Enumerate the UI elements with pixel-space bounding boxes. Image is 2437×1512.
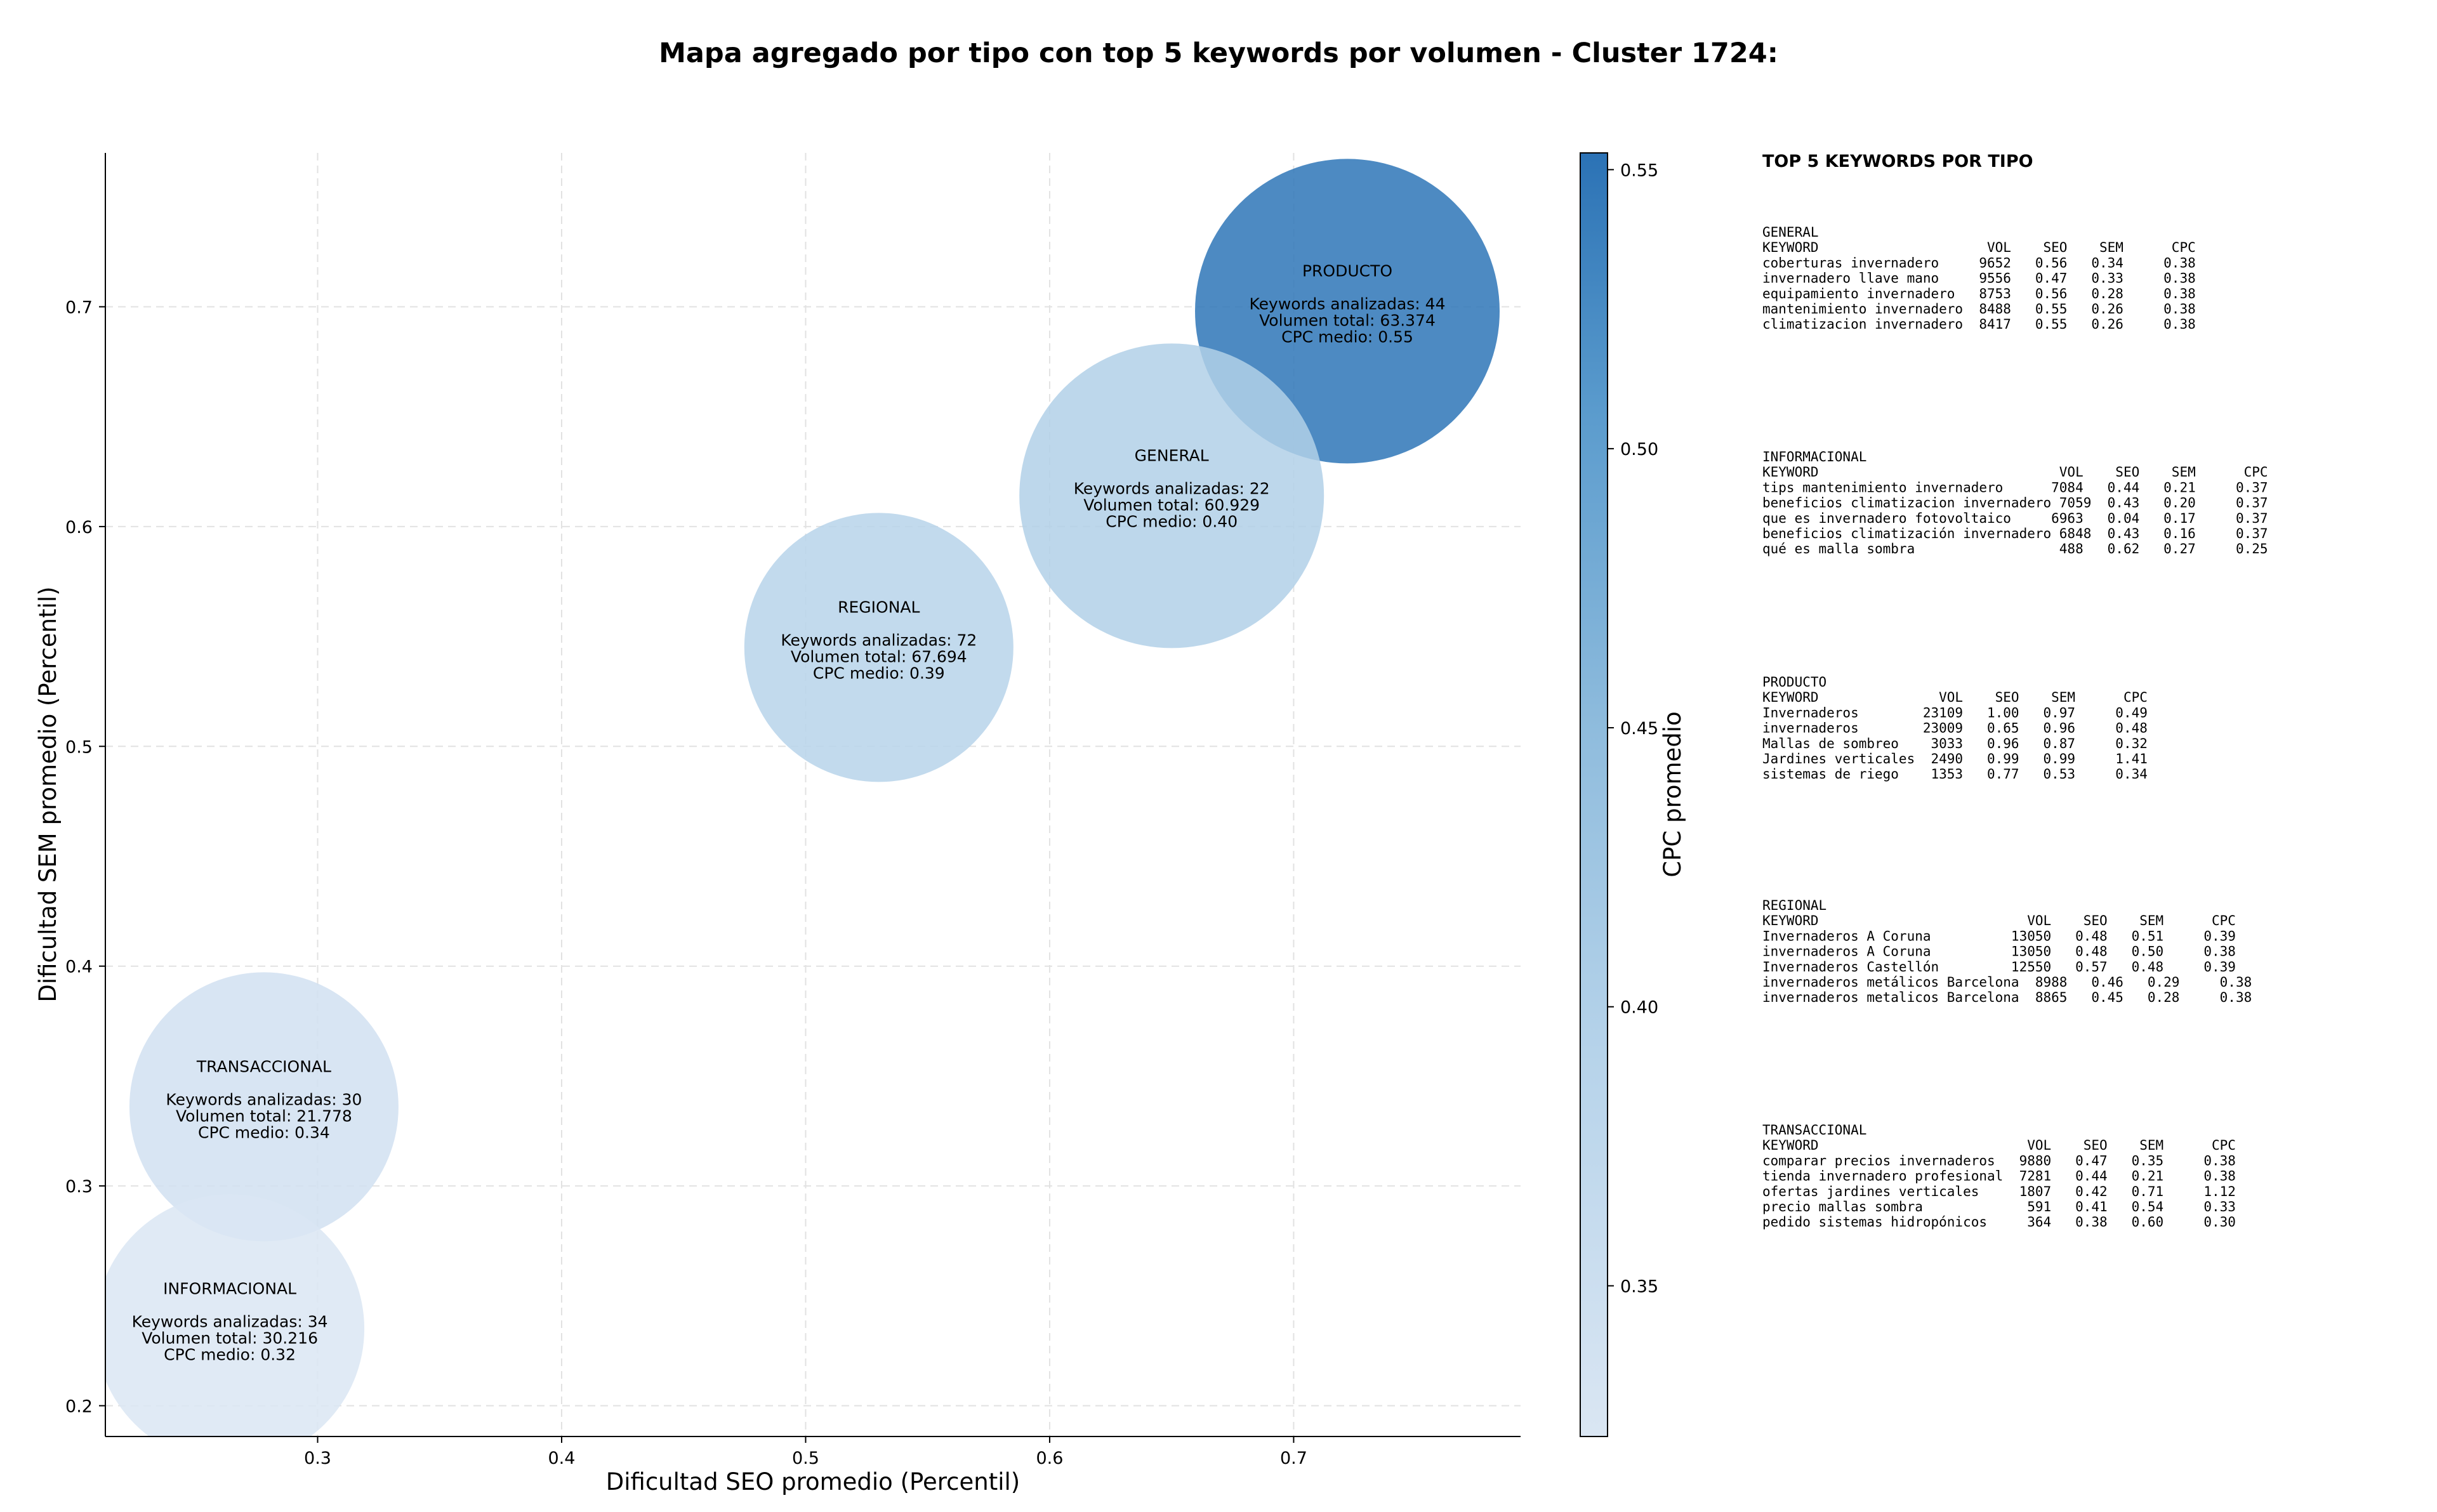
bubble-cpc-mean: CPC medio: 0.32	[164, 1345, 296, 1364]
x-tick-label: 0.3	[304, 1449, 331, 1468]
bubble-transaccional	[129, 972, 399, 1242]
bubble-cpc-mean: CPC medio: 0.39	[813, 664, 945, 682]
bubble-volume-total: Volumen total: 30.216	[142, 1329, 318, 1347]
colorbar-label: CPC promedio	[1659, 711, 1686, 877]
panel-table-header: KEYWORD VOL SEO SEM CPC	[1762, 1138, 2236, 1153]
bubble-volume-total: Volumen total: 63.374	[1259, 311, 1436, 329]
x-tick-label: 0.7	[1280, 1449, 1307, 1468]
bubble-type-label: INFORMACIONAL	[163, 1279, 296, 1298]
y-tick-label: 0.4	[65, 957, 93, 977]
panel-table-row: coberturas invernadero 9652 0.56 0.34 0.…	[1762, 255, 2196, 270]
bubble-regional	[744, 513, 1014, 782]
colorbar-tick-label: 0.55	[1620, 161, 1658, 180]
bubble-volume-total: Volumen total: 60.929	[1083, 496, 1260, 514]
bubble-cpc-mean: CPC medio: 0.55	[1281, 327, 1413, 346]
y-tick-label: 0.5	[65, 737, 93, 757]
plot-axes	[105, 153, 1521, 1437]
panel-table-row: tips mantenimiento invernadero 7084 0.44…	[1762, 480, 2268, 495]
panel-table-row: ofertas jardines verticales 1807 0.42 0.…	[1762, 1184, 2236, 1199]
y-tick-label: 0.3	[65, 1177, 93, 1197]
bubble-type-label: GENERAL	[1135, 446, 1209, 464]
panel-table-row: invernaderos metalicos Barcelona 8865 0.…	[1762, 990, 2252, 1005]
x-tick-label: 0.4	[548, 1449, 576, 1468]
x-axis-label: Dificultad SEO promedio (Percentil)	[606, 1468, 1020, 1496]
bubbles	[105, 159, 1500, 1436]
y-tick-label: 0.6	[65, 518, 93, 537]
panel-table-row: Invernaderos Castellón 12550 0.57 0.48 0…	[1762, 959, 2236, 975]
panel-section-title: PRODUCTO	[1762, 674, 1826, 690]
bubble-keywords-count: Keywords analizadas: 22	[1074, 479, 1270, 497]
y-tick-label: 0.2	[65, 1397, 93, 1417]
colorbar-tick-label: 0.40	[1620, 998, 1658, 1018]
panel-table-row: invernaderos metálicos Barcelona 8988 0.…	[1762, 975, 2252, 990]
panel-table-row: que es invernadero fotovoltaico 6963 0.0…	[1762, 511, 2268, 526]
colorbar-tick-label: 0.35	[1620, 1277, 1658, 1297]
panel-table-row: pedido sistemas hidropónicos 364 0.38 0.…	[1762, 1214, 2236, 1230]
panel-table-row: equipamiento invernadero 8753 0.56 0.28 …	[1762, 286, 2196, 301]
panel-table-row: Mallas de sombreo 3033 0.96 0.87 0.32	[1762, 736, 2148, 751]
panel-table-row: invernaderos 23009 0.65 0.96 0.48	[1762, 721, 2148, 736]
panel-table-row: precio mallas sombra 591 0.41 0.54 0.33	[1762, 1199, 2236, 1214]
panel-table-row: Invernaderos 23109 1.00 0.97 0.49	[1762, 705, 2148, 720]
panel-table-header: KEYWORD VOL SEO SEM CPC	[1762, 690, 2148, 705]
bubble-keywords-count: Keywords analizadas: 30	[166, 1090, 362, 1108]
bubble-volume-total: Volumen total: 67.694	[791, 647, 967, 666]
bubble-type-label: TRANSACCIONAL	[196, 1057, 331, 1075]
bubble-keywords-count: Keywords analizadas: 44	[1250, 294, 1446, 313]
panel-table-row: invernaderos A Coruna 13050 0.48 0.50 0.…	[1762, 944, 2236, 959]
panel-table-row: beneficios climatización invernadero 684…	[1762, 526, 2268, 541]
x-ticks: 0.3 0.4 0.5 0.6 0.7	[304, 1436, 1307, 1468]
colorbar-ticks: 0.35 0.40 0.45 0.50 0.55	[1608, 161, 1658, 1297]
panel-table-header: KEYWORD VOL SEO SEM CPC	[1762, 464, 2268, 480]
bubble-informacional	[105, 1194, 365, 1436]
chart-title: Mapa agregado por tipo con top 5 keyword…	[659, 37, 1778, 69]
panel-table-row: sistemas de riego 1353 0.77 0.53 0.34	[1762, 766, 2148, 782]
bubble-keywords-count: Keywords analizadas: 72	[781, 631, 977, 649]
colorbar-tick-label: 0.45	[1620, 719, 1658, 739]
colorbar	[1580, 152, 1608, 1437]
y-axis-label: Dificultad SEM promedio (Percentil)	[34, 586, 62, 1002]
y-tick-label: 0.7	[65, 298, 93, 317]
panel-table-row: Invernaderos A Coruna 13050 0.48 0.51 0.…	[1762, 928, 2236, 943]
bubble-volume-total: Volumen total: 21.778	[176, 1107, 352, 1125]
bubble-keywords-count: Keywords analizadas: 34	[132, 1312, 328, 1331]
panel-title: TOP 5 KEYWORDS POR TIPO	[1762, 152, 2033, 171]
y-ticks: 0.2 0.3 0.4 0.5 0.6 0.7	[65, 298, 105, 1417]
panel-section-title: GENERAL	[1762, 225, 1819, 240]
panel-section-title: REGIONAL	[1762, 898, 1826, 913]
bubble-cpc-mean: CPC medio: 0.34	[198, 1123, 330, 1141]
colorbar-tick-label: 0.50	[1620, 440, 1658, 459]
panel-table-row: climatizacion invernadero 8417 0.55 0.26…	[1762, 317, 2196, 332]
panel-table-row: mantenimiento invernadero 8488 0.55 0.26…	[1762, 301, 2196, 317]
bubble-type-label: REGIONAL	[838, 598, 920, 616]
panel-table-header: KEYWORD VOL SEO SEM CPC	[1762, 913, 2236, 928]
panel-section-title: INFORMACIONAL	[1762, 449, 1866, 464]
x-tick-label: 0.6	[1036, 1449, 1063, 1468]
colorbar-gradient	[1580, 152, 1608, 1437]
panel-table-row: comparar precios invernaderos 9880 0.47 …	[1762, 1153, 2236, 1168]
panel-table-row: beneficios climatizacion invernadero 705…	[1762, 496, 2268, 511]
x-tick-label: 0.5	[792, 1449, 819, 1468]
panel-section-title: TRANSACCIONAL	[1762, 1122, 1866, 1138]
bubble-type-label: PRODUCTO	[1302, 261, 1392, 280]
panel-table-row: Jardines verticales 2490 0.99 0.99 1.41	[1762, 751, 2148, 766]
bubble-cpc-mean: CPC medio: 0.40	[1106, 512, 1238, 530]
panel-table-header: KEYWORD VOL SEO SEM CPC	[1762, 240, 2196, 255]
panel-table-row: invernadero llave mano 9556 0.47 0.33 0.…	[1762, 271, 2196, 286]
panel-table-row: tienda invernadero profesional 7281 0.44…	[1762, 1169, 2236, 1184]
panel-table-row: qué es malla sombra 488 0.62 0.27 0.25	[1762, 541, 2268, 556]
bubble-general	[1019, 343, 1324, 648]
